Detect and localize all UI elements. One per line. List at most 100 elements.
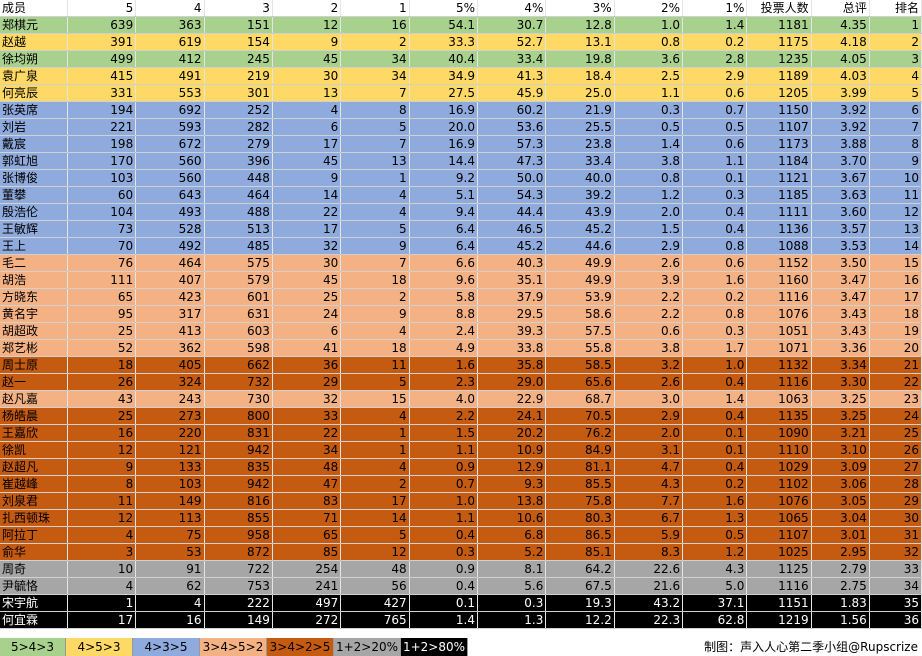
member-name: 何宜霖 bbox=[0, 611, 68, 630]
legend-swatch: 1+2>80% bbox=[401, 638, 468, 656]
table-cell: 4.03 bbox=[811, 67, 870, 86]
table-cell: 241 bbox=[272, 577, 342, 596]
table-cell: 2.6 bbox=[614, 254, 684, 273]
table-cell: 4.3 bbox=[682, 560, 748, 579]
table-cell: 49.9 bbox=[545, 271, 615, 290]
legend-swatch: 1+2>20% bbox=[334, 638, 401, 656]
table-cell: 2.79 bbox=[811, 560, 870, 579]
table-cell: 25 bbox=[67, 322, 137, 341]
table-cell: 18 bbox=[340, 339, 410, 358]
table-cell: 5 bbox=[340, 220, 410, 239]
table-cell: 0.6 bbox=[682, 135, 748, 154]
table-cell: 222 bbox=[204, 594, 273, 613]
table-cell: 5 bbox=[340, 118, 410, 137]
table-row: 戴宸 198 672 279 17 7 16.9 57.3 23.8 1.4 0.6 1173 3.88… bbox=[0, 135, 922, 154]
table-cell: 70 bbox=[67, 237, 137, 256]
table-cell: 872 bbox=[204, 543, 273, 562]
table-cell: 0.5 bbox=[682, 118, 748, 137]
table-cell: 3.06 bbox=[811, 475, 870, 494]
table-cell: 41.3 bbox=[477, 67, 547, 86]
table-cell: 753 bbox=[204, 577, 273, 596]
table-cell: 95 bbox=[67, 305, 137, 324]
table-cell: 639 bbox=[67, 16, 137, 35]
table-cell: 3.30 bbox=[811, 373, 870, 392]
table-cell: 4.3 bbox=[614, 475, 684, 494]
table-row: 王上 70 492 485 32 9 6.4 45.2 44.6 2.9 0.8 1088 3.53 14 bbox=[0, 237, 922, 256]
table-cell: 464 bbox=[135, 254, 205, 273]
table-cell: 17 bbox=[272, 220, 342, 239]
table-cell: 10 bbox=[869, 169, 922, 188]
table-cell: 71 bbox=[272, 509, 342, 528]
table-cell: 29.5 bbox=[477, 305, 547, 324]
table-row: 徐均朔 499 412 245 45 34 40.4 33.4 19.8 3.6 2.8 1235 4.… bbox=[0, 50, 922, 69]
table-cell: 272 bbox=[272, 611, 342, 630]
table-cell: 1 bbox=[340, 424, 410, 443]
table-cell: 3.70 bbox=[811, 152, 870, 171]
table-cell: 44.4 bbox=[477, 203, 547, 222]
table-cell: 25 bbox=[67, 407, 137, 426]
table-cell: 34 bbox=[272, 441, 342, 460]
table-cell: 65 bbox=[272, 526, 342, 545]
table-cell: 14 bbox=[340, 509, 410, 528]
table-cell: 1.0 bbox=[409, 492, 479, 511]
table-cell: 415 bbox=[67, 67, 137, 86]
table-cell: 67.5 bbox=[545, 577, 615, 596]
table-cell: 103 bbox=[67, 169, 137, 188]
member-name: 刘岩 bbox=[0, 118, 68, 137]
table-cell: 1235 bbox=[746, 50, 812, 69]
table-cell: 39.3 bbox=[477, 322, 547, 341]
table-cell: 3.88 bbox=[811, 135, 870, 154]
table-cell: 6.7 bbox=[614, 509, 684, 528]
table-cell: 1.56 bbox=[811, 611, 870, 630]
table-cell: 528 bbox=[135, 220, 205, 239]
table-cell: 279 bbox=[204, 135, 273, 154]
table-cell: 7 bbox=[340, 84, 410, 103]
table-cell: 8.3 bbox=[614, 543, 684, 562]
table-cell: 0.4 bbox=[682, 458, 748, 477]
table-cell: 1029 bbox=[746, 458, 812, 477]
table-cell: 1102 bbox=[746, 475, 812, 494]
table-cell: 1173 bbox=[746, 135, 812, 154]
table-cell: 958 bbox=[204, 526, 273, 545]
table-cell: 6 bbox=[272, 322, 342, 341]
table-cell: 151 bbox=[204, 16, 273, 35]
table-cell: 8.1 bbox=[477, 560, 547, 579]
table-cell: 13 bbox=[869, 220, 922, 239]
table-cell: 362 bbox=[135, 339, 205, 358]
table-cell: 2.75 bbox=[811, 577, 870, 596]
table-cell: 20.0 bbox=[409, 118, 479, 137]
table-cell: 3.25 bbox=[811, 407, 870, 426]
table-cell: 5.9 bbox=[614, 526, 684, 545]
table-cell: 575 bbox=[204, 254, 273, 273]
table-cell: 75 bbox=[135, 526, 205, 545]
table-cell: 12 bbox=[869, 203, 922, 222]
table-cell: 497 bbox=[272, 594, 342, 613]
table-cell: 1175 bbox=[746, 33, 812, 52]
column-header: 成员 bbox=[0, 0, 68, 18]
table-cell: 1184 bbox=[746, 152, 812, 171]
table-cell: 1.4 bbox=[682, 16, 748, 35]
table-cell: 1.4 bbox=[409, 611, 479, 630]
table-cell: 493 bbox=[135, 203, 205, 222]
table-cell: 60.2 bbox=[477, 101, 547, 120]
table-cell: 1.4 bbox=[682, 390, 748, 409]
table-cell: 57.3 bbox=[477, 135, 547, 154]
table-cell: 5 bbox=[340, 373, 410, 392]
member-name: 王嘉欣 bbox=[0, 424, 68, 443]
table-cell: 835 bbox=[204, 458, 273, 477]
table-cell: 0.5 bbox=[682, 526, 748, 545]
table-cell: 13.8 bbox=[477, 492, 547, 511]
table-cell: 68.7 bbox=[545, 390, 615, 409]
column-header: 3% bbox=[545, 0, 615, 18]
table-cell: 31 bbox=[869, 526, 922, 545]
table-cell: 407 bbox=[135, 271, 205, 290]
table-cell: 47 bbox=[272, 475, 342, 494]
table-cell: 3.1 bbox=[614, 441, 684, 460]
table-cell: 1219 bbox=[746, 611, 812, 630]
table-cell: 154 bbox=[204, 33, 273, 52]
table-cell: 56 bbox=[340, 577, 410, 596]
table-cell: 3.9 bbox=[614, 271, 684, 290]
table-cell: 25 bbox=[869, 424, 922, 443]
table-cell: 48 bbox=[272, 458, 342, 477]
table-cell: 6 bbox=[272, 118, 342, 137]
